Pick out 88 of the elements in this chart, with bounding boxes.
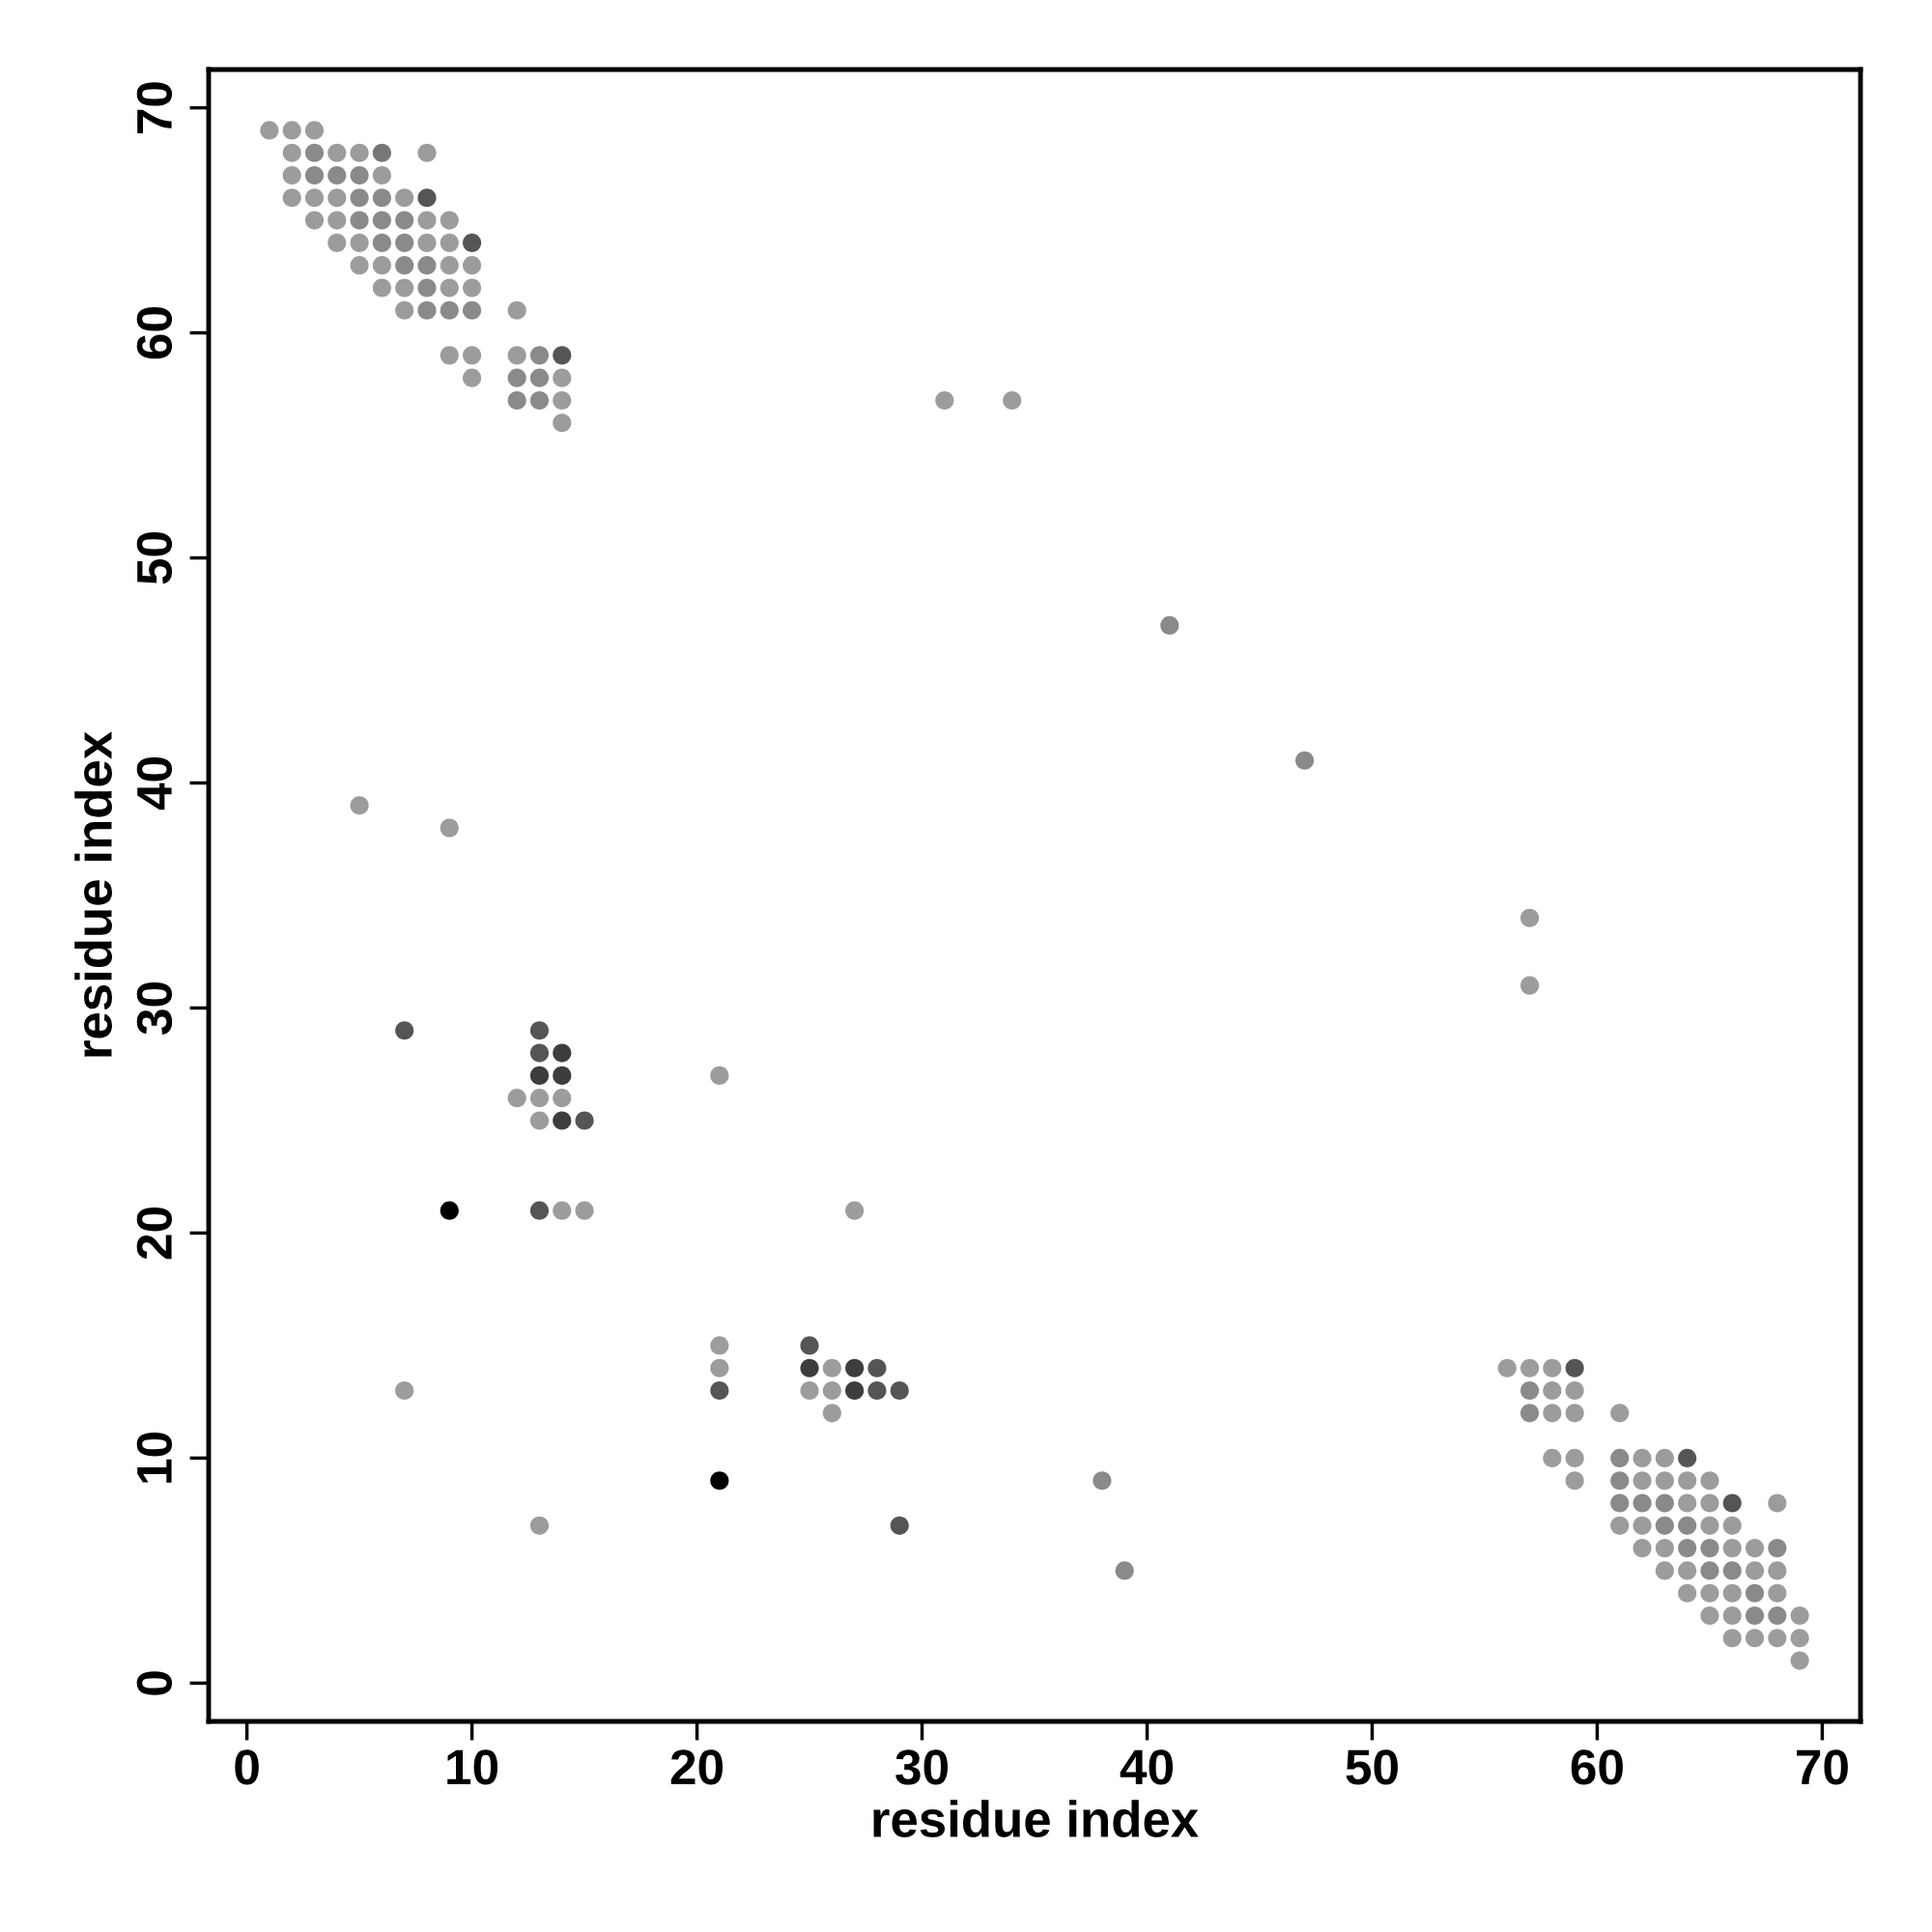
point bbox=[575, 1111, 594, 1130]
point bbox=[463, 300, 482, 320]
x-tick-label: 30 bbox=[895, 1749, 948, 1785]
point bbox=[440, 300, 459, 320]
point bbox=[417, 256, 437, 275]
x-tick-label: 20 bbox=[670, 1749, 724, 1785]
point bbox=[529, 1043, 550, 1063]
point bbox=[890, 1380, 909, 1401]
point bbox=[1294, 751, 1315, 770]
point bbox=[1745, 1583, 1765, 1603]
point bbox=[1768, 1605, 1787, 1626]
point bbox=[304, 143, 325, 162]
point bbox=[507, 368, 526, 387]
point bbox=[800, 1358, 819, 1378]
point bbox=[529, 1021, 550, 1040]
point bbox=[867, 1358, 887, 1378]
point bbox=[417, 278, 437, 298]
point bbox=[372, 143, 391, 162]
point bbox=[553, 1043, 572, 1063]
point bbox=[304, 165, 325, 185]
point bbox=[1700, 1561, 1719, 1580]
y-tick-label: 50 bbox=[136, 532, 173, 584]
point bbox=[529, 1201, 550, 1220]
point bbox=[463, 233, 482, 252]
point bbox=[372, 188, 391, 208]
point bbox=[1093, 1471, 1112, 1491]
point bbox=[529, 368, 550, 387]
point bbox=[417, 300, 437, 320]
point bbox=[845, 1380, 865, 1401]
point bbox=[1610, 1448, 1630, 1467]
point bbox=[890, 1516, 909, 1535]
x-tick-label: 40 bbox=[1120, 1749, 1173, 1785]
point bbox=[350, 165, 369, 185]
point bbox=[1678, 1539, 1697, 1558]
point bbox=[800, 1336, 819, 1355]
point bbox=[845, 1358, 865, 1378]
point bbox=[350, 211, 369, 230]
point bbox=[440, 1201, 459, 1220]
point bbox=[395, 211, 414, 230]
y-tick-label: 20 bbox=[136, 1207, 173, 1260]
point bbox=[1655, 1493, 1674, 1513]
point bbox=[1768, 1539, 1787, 1558]
point bbox=[529, 390, 550, 411]
point bbox=[1633, 1493, 1652, 1513]
x-tick-label: 50 bbox=[1346, 1749, 1398, 1785]
point bbox=[1520, 1380, 1540, 1401]
x-tick-label: 10 bbox=[447, 1749, 498, 1785]
x-axis-title: residue index bbox=[873, 1800, 1199, 1837]
point bbox=[507, 390, 526, 411]
point bbox=[1565, 1358, 1584, 1378]
y-tick-label: 40 bbox=[136, 757, 173, 810]
point bbox=[529, 346, 550, 365]
y-tick-label: 10 bbox=[136, 1432, 173, 1483]
point bbox=[553, 1111, 572, 1130]
point bbox=[1722, 1561, 1742, 1580]
y-tick-label: 30 bbox=[136, 982, 173, 1035]
point bbox=[1115, 1561, 1134, 1580]
point bbox=[1610, 1493, 1630, 1513]
y-tick-label: 0 bbox=[136, 1671, 173, 1695]
y-tick-label: 70 bbox=[136, 82, 173, 133]
y-tick-label: 60 bbox=[136, 307, 173, 359]
point bbox=[417, 188, 437, 208]
point bbox=[1610, 1471, 1630, 1491]
point bbox=[1520, 1404, 1540, 1423]
point bbox=[1655, 1516, 1674, 1535]
point bbox=[395, 1021, 414, 1040]
point bbox=[327, 165, 347, 185]
x-tick-label: 60 bbox=[1571, 1749, 1623, 1785]
point bbox=[395, 233, 414, 252]
point bbox=[529, 1065, 550, 1085]
point bbox=[710, 1471, 729, 1491]
point bbox=[395, 256, 414, 275]
point bbox=[1160, 615, 1179, 636]
point bbox=[372, 233, 391, 252]
point bbox=[1722, 1493, 1742, 1513]
y-axis-title: residue index bbox=[74, 731, 112, 1057]
point bbox=[350, 188, 369, 208]
point bbox=[553, 1065, 572, 1085]
point bbox=[1678, 1516, 1697, 1535]
point bbox=[1700, 1539, 1719, 1558]
point bbox=[1678, 1448, 1697, 1467]
x-tick-label: 70 bbox=[1797, 1749, 1848, 1785]
point bbox=[710, 1380, 729, 1401]
point bbox=[372, 211, 391, 230]
x-tick-label: 0 bbox=[235, 1749, 259, 1785]
point bbox=[553, 346, 572, 365]
point bbox=[1745, 1605, 1765, 1626]
point bbox=[867, 1380, 887, 1401]
